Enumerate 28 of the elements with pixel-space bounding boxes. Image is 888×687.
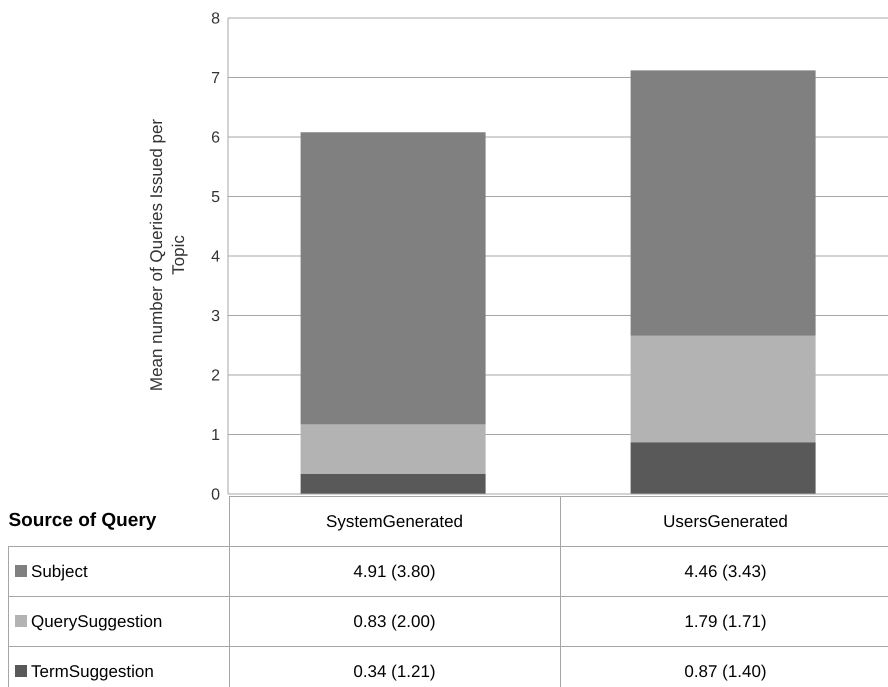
y-tick-label: 5	[211, 189, 220, 206]
y-tick-label: 7	[211, 70, 220, 88]
data-label: 0.83 (2.00)	[229, 596, 560, 646]
y-tick-label: 2	[211, 368, 220, 385]
bar	[630, 70, 816, 336]
legend-label: QuerySuggestion	[8, 596, 229, 646]
bar	[300, 132, 486, 424]
x-axis-title: Source of Query	[8, 510, 156, 532]
bar	[300, 424, 486, 474]
y-axis-title: Mean number of Queries Issued per Topic	[146, 118, 189, 394]
data-label: 4.91 (3.80)	[229, 546, 560, 596]
y-tick-label: 4	[211, 248, 220, 266]
y-tick-label: 8	[211, 10, 220, 28]
legend-label: TermSuggestion	[8, 646, 229, 687]
y-tick-label: 1	[211, 427, 220, 444]
y-tick-label: 6	[211, 130, 220, 147]
bar	[300, 474, 486, 494]
data-label: 1.79 (1.71)	[560, 596, 888, 646]
x-tick-label: SystemGenerated	[229, 496, 560, 546]
bar	[630, 442, 816, 494]
x-tick-label: UsersGenerated	[560, 496, 888, 546]
data-label: 0.34 (1.21)	[229, 646, 560, 687]
legend-label: Subject	[8, 546, 229, 596]
bar	[630, 336, 816, 442]
data-label: 4.46 (3.43)	[560, 546, 888, 596]
y-tick-label: 3	[211, 308, 220, 326]
data-label: 0.87 (1.40)	[560, 646, 888, 687]
y-tick-label: 0	[211, 486, 220, 504]
